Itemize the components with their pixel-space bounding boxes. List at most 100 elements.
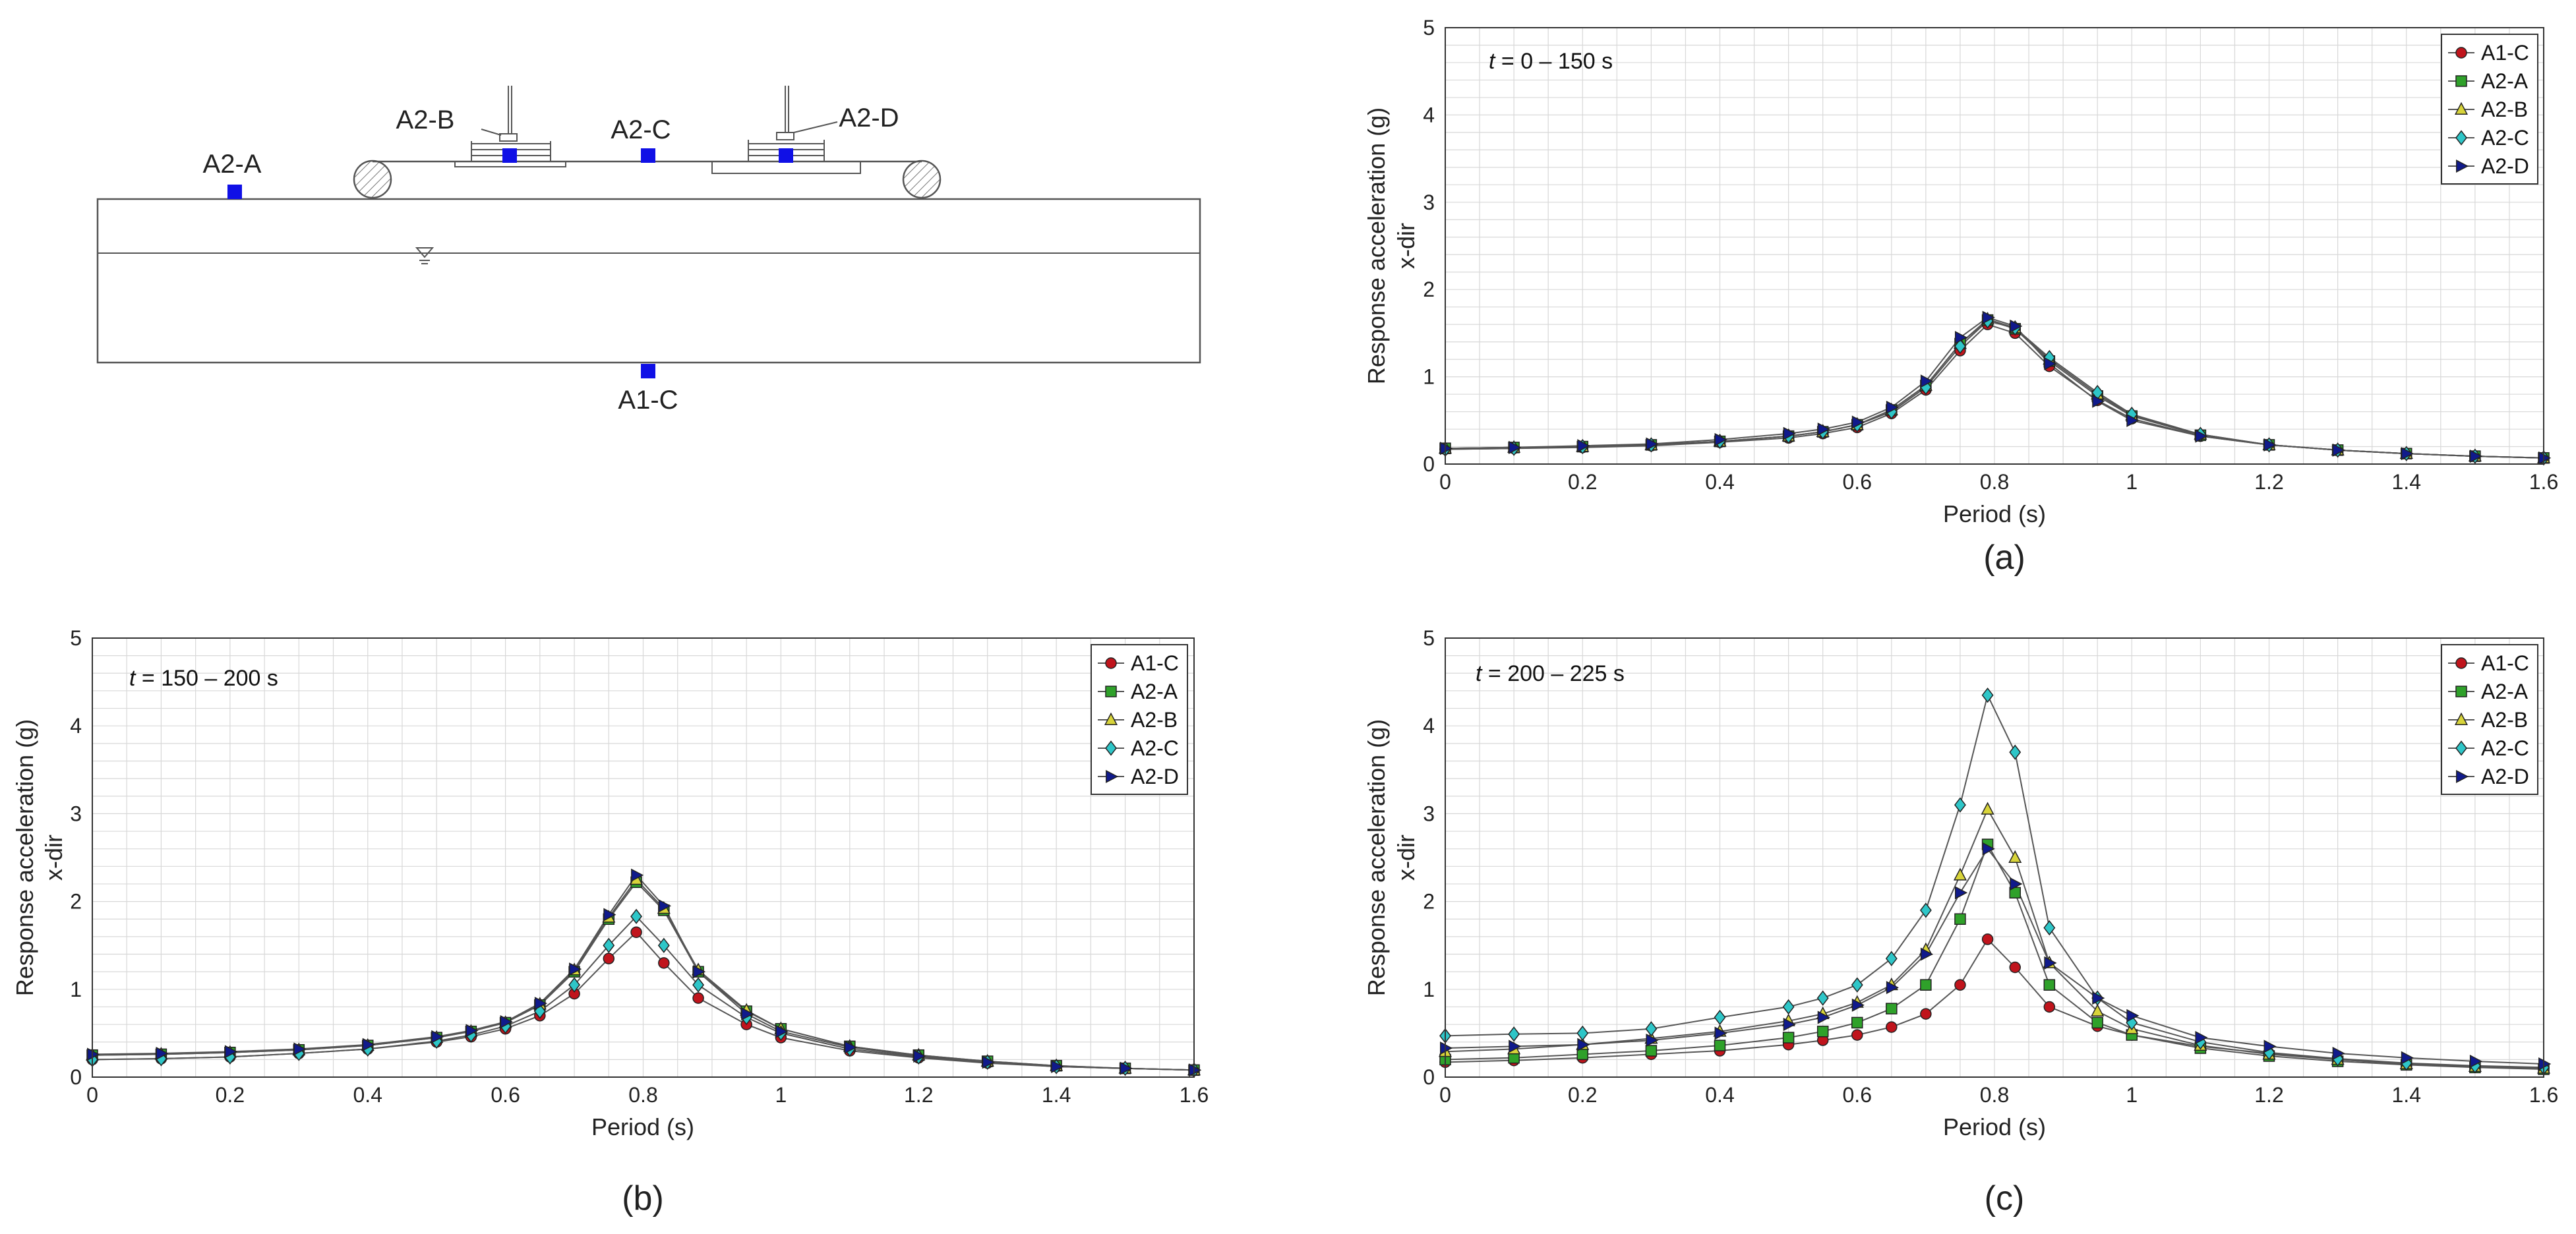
y-tick-label: 4 — [70, 714, 82, 738]
chart-c-ylabel: Response acceleration (g) — [1363, 719, 1390, 996]
data-point-a1-c — [1920, 1008, 1932, 1020]
x-tick-label: 1.2 — [904, 1083, 933, 1107]
sensor-label-a2-c: A2-C — [611, 115, 671, 144]
legend-marker-a2-a — [2455, 75, 2467, 87]
x-tick-label: 0.4 — [353, 1083, 382, 1107]
series-line-a2-d — [1445, 316, 2544, 459]
chart-b-grid — [92, 638, 1194, 1077]
data-point-a2-d — [534, 997, 548, 1011]
x-tick-label: 0 — [1439, 1083, 1451, 1107]
data-point-a2-d — [1189, 1063, 1202, 1077]
data-point-a2-d — [2010, 319, 2023, 333]
chart-b-xlabel: Period (s) — [591, 1113, 694, 1140]
sensor-a2-b — [502, 148, 517, 163]
legend-marker-a2-b — [2454, 102, 2469, 115]
data-point-a2-c — [568, 977, 581, 993]
chart-a-annotation: t = 0 – 150 s — [1489, 49, 1613, 74]
legend-label-a2-b: A2-B — [2481, 98, 2528, 121]
legend-marker-a2-d — [2456, 159, 2469, 173]
data-point-a2-d — [2044, 956, 2057, 970]
data-point-a2-d — [1817, 423, 1830, 436]
data-point-a2-a — [1816, 1025, 1829, 1038]
data-point-a2-c — [692, 977, 704, 993]
data-point-a2-d — [982, 1055, 995, 1069]
data-point-a1-c — [1954, 979, 1966, 991]
data-point-a2-a — [1714, 1040, 1726, 1051]
data-point-a2-d — [1577, 1038, 1590, 1051]
data-point-a2-c — [603, 937, 615, 953]
x-tick-label: 1.6 — [2529, 1083, 2558, 1107]
chart-a-caption: (a) — [1983, 539, 2025, 577]
chart-c-frame — [1445, 637, 2544, 1078]
chart-a-xlabel: Period (s) — [1943, 500, 2046, 527]
chart-b-ylabel2: x-dir — [40, 835, 67, 881]
data-point-a1-c — [658, 957, 670, 969]
legend-marker-a1-c — [2455, 657, 2467, 669]
data-point-a2-d — [1714, 432, 1727, 446]
data-point-a2-a — [1782, 1032, 1795, 1043]
x-tick-label: 0 — [1439, 470, 1451, 494]
data-point-a2-d — [844, 1040, 858, 1054]
data-point-a2-d — [2538, 451, 2552, 465]
y-tick-label: 5 — [1423, 626, 1435, 650]
legend-label-a1-c: A1-C — [2481, 651, 2529, 675]
data-point-a2-d — [465, 1024, 479, 1038]
legend-label-a2-d: A2-D — [2481, 765, 2529, 788]
legend-marker-a2-c — [2455, 130, 2467, 146]
chart-c: 0 0.2 0.4 0.6 0.8 1 1.2 1.4 1.6 0 1 2 3 4 5 t = 200 – … — [1363, 626, 2558, 1218]
data-point-a2-d — [2044, 357, 2057, 370]
data-point-a2-b — [2091, 1003, 2105, 1017]
chart-c-plot — [1438, 687, 2552, 1075]
data-point-a2-d — [1851, 415, 1865, 429]
x-tick-label: 0.8 — [628, 1083, 657, 1107]
data-point-a2-d — [1783, 1018, 1796, 1032]
data-point-a2-d — [2538, 1057, 2552, 1071]
x-tick-label: 0 — [86, 1083, 98, 1107]
x-tick-label: 1.4 — [2392, 1083, 2421, 1107]
chart-b-caption: (b) — [622, 1179, 664, 1218]
y-tick-label: 5 — [70, 626, 82, 650]
y-tick-label: 3 — [1423, 191, 1435, 214]
data-point-a2-a — [1954, 913, 1966, 925]
data-point-a2-d — [1440, 442, 1453, 455]
legend-marker-a2-a — [2455, 686, 2467, 697]
data-point-a2-d — [1440, 1042, 1453, 1055]
data-point-a2-d — [1646, 1034, 1659, 1047]
chart-b-legend: A1-C A2-A A2-B A2-C A2-D — [1091, 644, 1188, 795]
container-box — [96, 198, 1201, 364]
legend-marker-a2-d — [1106, 769, 1119, 784]
y-tick-label: 4 — [1423, 103, 1435, 127]
chart-c-caption: (c) — [1985, 1179, 2025, 1218]
data-point-a2-d — [2401, 1051, 2414, 1065]
legend-label-a1-c: A1-C — [2481, 41, 2529, 65]
data-point-a2-a — [1576, 1048, 1588, 1061]
legend-label-a2-c: A2-C — [2481, 126, 2529, 150]
data-point-a2-d — [1509, 440, 1522, 454]
data-point-a2-d — [631, 868, 644, 882]
sensor-a2-d — [779, 148, 793, 163]
chart-a-ticks: 0 0.2 0.4 0.6 0.8 1 1.2 1.4 1.6 0 1 2 3 4 5 — [1423, 16, 2558, 494]
legend-marker-a2-d — [2456, 769, 2469, 784]
test-setup-schematic: A2-A A2-B A2-C A2-D A1-C — [96, 86, 1201, 415]
data-point-a2-c — [657, 937, 670, 953]
data-point-a1-c — [603, 953, 615, 964]
data-point-a2-d — [1954, 330, 1968, 345]
legend-marker-a2-c — [2455, 740, 2467, 756]
data-point-a1-c — [692, 992, 704, 1004]
series-line-a2-c — [1445, 693, 2544, 1069]
x-tick-label: 0.6 — [491, 1083, 520, 1107]
y-tick-label: 1 — [1423, 978, 1435, 1001]
data-point-a2-d — [1886, 400, 1900, 414]
y-tick-label: 3 — [70, 802, 82, 825]
y-tick-label: 1 — [70, 978, 82, 1001]
y-tick-label: 0 — [70, 1065, 82, 1089]
data-point-a2-d — [2263, 1040, 2277, 1053]
legend-label-a2-a: A2-A — [2481, 680, 2529, 703]
sensor-label-a2-b: A2-B — [396, 105, 455, 134]
chart-c-annotation: t = 200 – 225 s — [1476, 661, 1625, 686]
data-point-a2-d — [1886, 981, 1900, 995]
data-point-a2-d — [224, 1045, 238, 1059]
data-point-a2-a — [2091, 1016, 2103, 1029]
legend-label-a2-c: A2-C — [2481, 736, 2529, 760]
y-tick-label: 4 — [1423, 714, 1435, 738]
